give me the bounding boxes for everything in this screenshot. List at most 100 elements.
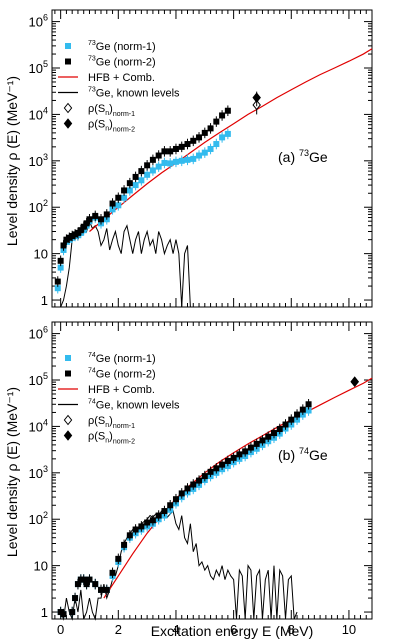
legend-label-known: 73Ge, known levels xyxy=(88,87,180,100)
norm-2-point xyxy=(98,586,105,593)
norm-1-point xyxy=(132,182,139,189)
norm-1-point xyxy=(144,171,151,178)
norm-2-point xyxy=(172,145,179,152)
norm-2-point xyxy=(294,411,301,418)
legend-label-sn2: ρ(Sn)norm-2 xyxy=(88,431,135,446)
norm-2-point xyxy=(121,187,128,194)
legend-marker-diamond xyxy=(63,118,73,129)
norm-1-point xyxy=(213,141,220,148)
norm-2-point xyxy=(74,581,81,588)
x-tick-label: 6 xyxy=(230,622,237,637)
norm-2-point xyxy=(121,541,128,548)
norm-2-point xyxy=(236,451,243,458)
y-tick-label: 105 xyxy=(29,371,48,388)
panel-label-73ge: (a) 73Ge xyxy=(278,148,328,165)
norm-2-point xyxy=(126,532,133,539)
norm-1-point xyxy=(54,285,61,292)
legend-marker-square xyxy=(65,355,71,361)
norm-1-point xyxy=(109,206,116,213)
y-tick-label: 103 xyxy=(29,152,48,169)
y-tick-label: 106 xyxy=(29,13,48,30)
norm-2-point xyxy=(230,454,237,461)
x-tick-label: 0 xyxy=(57,622,64,637)
legend-label-sn1: ρ(Sn)norm-1 xyxy=(88,103,135,118)
norm-2-point xyxy=(247,444,254,451)
hfb-comb-line xyxy=(103,377,373,599)
norm-2-point xyxy=(190,137,197,144)
norm-2-point xyxy=(92,212,99,219)
norm-2-point xyxy=(184,141,191,148)
norm-1-point xyxy=(184,156,191,163)
y-axis-label-a: Level density ρ (E) (MeV⁻¹) xyxy=(4,76,20,246)
norm-1-point xyxy=(167,160,174,167)
norm-2-point xyxy=(207,468,214,475)
norm-2-point xyxy=(80,223,87,230)
norm-2-point xyxy=(155,512,162,519)
norm-2-point xyxy=(60,242,67,249)
y-tick-label: 103 xyxy=(29,464,48,481)
plot-frame-74ge xyxy=(51,321,373,620)
norm-2-point xyxy=(149,517,156,524)
norm-2-point xyxy=(172,496,179,503)
legend-label-norm2: 73Ge (norm-2) xyxy=(88,56,156,69)
norm-2-point xyxy=(83,220,90,227)
norm-1-point xyxy=(115,202,122,209)
norm-2-point xyxy=(224,107,231,114)
legend-marker-diamond xyxy=(63,102,73,114)
legend-marker-square xyxy=(65,58,71,65)
norm-1-point xyxy=(57,264,64,271)
norm-2-point xyxy=(259,437,266,444)
norm-2-point xyxy=(276,425,283,432)
norm-2-point xyxy=(69,609,76,616)
legend-label-norm2: 74Ge (norm-2) xyxy=(88,368,156,381)
y-tick-label: 102 xyxy=(29,510,48,527)
x-tick-label: 10 xyxy=(342,622,356,637)
legend-label-sn1: ρ(Sn)norm-1 xyxy=(88,415,135,430)
norm-2-point xyxy=(190,481,197,488)
norm-2-point xyxy=(126,180,133,187)
norm-2-point xyxy=(178,490,185,497)
norm-1-point xyxy=(155,163,162,170)
norm-2-point xyxy=(155,152,162,159)
norm-2-point xyxy=(201,473,208,480)
norm-2-point xyxy=(265,433,272,440)
norm-2-point xyxy=(242,448,249,455)
norm-2-point xyxy=(72,595,79,602)
y-tick-label: 1 xyxy=(41,293,48,308)
legend-label-sn2: ρ(Sn)norm-2 xyxy=(88,119,135,134)
norm-2-point xyxy=(138,523,145,530)
panel-label-74ge: (b) 74Ge xyxy=(278,446,328,463)
y-tick-label: 10 xyxy=(34,559,48,574)
norm-2-point xyxy=(213,465,220,472)
norm-2-point xyxy=(86,216,93,223)
norm-1-point xyxy=(161,159,168,166)
norm-2-point xyxy=(305,401,312,408)
norm-2-point xyxy=(299,406,306,413)
panel-74ge: 1 10 102 103 104 105 106 0 2 4 6 8 10 74Ge (norm-1) 74… xyxy=(29,321,373,637)
norm-2-point xyxy=(103,211,110,218)
hfb-comb-line xyxy=(89,48,373,232)
norm-2-point xyxy=(103,586,110,593)
norm-2-point xyxy=(60,611,67,618)
norm-2-point xyxy=(178,143,185,150)
norm-2-point xyxy=(54,278,61,285)
legend-label-norm1: 74Ge (norm-1) xyxy=(88,352,156,365)
norm-2-point xyxy=(207,125,214,132)
legend-label-hfb: HFB + Comb. xyxy=(88,384,155,396)
norm-1-point xyxy=(149,167,156,174)
norm-2-point xyxy=(77,227,84,234)
norm-2-point xyxy=(138,168,145,175)
norm-1-point xyxy=(219,134,226,141)
x-tick-label: 4 xyxy=(172,622,179,637)
norm-2-point xyxy=(270,430,277,437)
x-tick-label: 8 xyxy=(288,622,295,637)
y-tick-label: 10 xyxy=(34,247,48,262)
panel-73ge: 1 10 102 103 104 105 106 73Ge (norm-1) 73Ge (nor… xyxy=(29,9,373,308)
norm-2-point xyxy=(115,194,122,201)
norm-1-point xyxy=(190,155,197,162)
norm-2-point xyxy=(80,576,87,583)
norm-2-point xyxy=(161,508,168,515)
norm-1-point xyxy=(121,194,128,201)
norm-2-point xyxy=(167,148,174,155)
